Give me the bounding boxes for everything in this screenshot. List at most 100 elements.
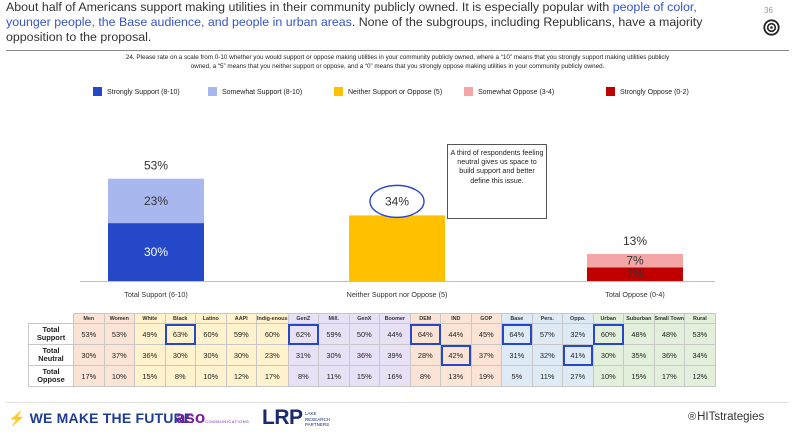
legend-label: Strongly Oppose (0-2): [620, 89, 689, 96]
table-column-header: Small Town: [653, 313, 686, 324]
table-column-header: Base: [501, 313, 533, 324]
legend-item: Neither Support or Oppose (5): [334, 87, 442, 98]
table-column-header: Indig-enous: [256, 313, 289, 324]
table-cell: 37%: [470, 344, 503, 366]
hit-strategies-logo: ®HITstrategies: [688, 411, 764, 423]
table-cell: 31%: [501, 344, 533, 366]
legend-swatch: [606, 87, 615, 96]
category-label: Total Support (6-10): [124, 290, 188, 299]
table-cell: 32%: [562, 323, 594, 345]
table-cell: 36%: [653, 344, 686, 366]
table-column-header: Women: [103, 313, 135, 324]
table-cell: 11%: [318, 365, 350, 387]
table-column-header: Rural: [684, 313, 716, 324]
table-row: Total Neutral 30% 37% 36% 30% 30% 30% 23% 31% 30%…: [28, 344, 716, 366]
legend-swatch: [464, 87, 473, 96]
legend-swatch: [334, 87, 343, 96]
table-cell: 59%: [318, 323, 350, 345]
table-cell: 57%: [531, 323, 564, 345]
bar-value-label: 30%: [144, 245, 168, 259]
table-cell: 53%: [73, 323, 105, 345]
bar-value-label: 23%: [144, 194, 168, 208]
table-cell: 17%: [653, 365, 686, 387]
table-cell: 36%: [134, 344, 166, 366]
table-cell: 48%: [623, 323, 655, 345]
table-cell: 37%: [103, 344, 135, 366]
table-column-header: GenX: [348, 313, 381, 324]
legend-label: Somewhat Oppose (3-4): [478, 89, 555, 96]
legend-label: Somewhat Support (8-10): [222, 89, 303, 96]
lrp-logo: LRP: [262, 406, 303, 429]
table-column-header: Suburban: [623, 313, 655, 324]
bar-segment: [108, 223, 204, 281]
headline: About half of Americans support making u…: [6, 0, 736, 45]
lrp-sub-3: PARTNERS: [305, 422, 330, 427]
table-column-header: GOP: [470, 313, 503, 324]
bar-value-label: 7%: [626, 267, 644, 281]
aso-sub-text: COMMUNICATIONS: [205, 419, 250, 424]
table-cell: 17%: [73, 365, 105, 387]
table-cell: 10%: [592, 365, 625, 387]
table-cell: 10%: [195, 365, 227, 387]
table-cell: 32%: [531, 344, 564, 366]
bar-value-label: 7%: [626, 254, 644, 268]
table-cell: 16%: [379, 365, 411, 387]
legend: Strongly Support (8-10) Somewhat Support …: [0, 87, 795, 101]
legend-item: Strongly Oppose (0-2): [606, 87, 689, 98]
table-cell: 44%: [379, 323, 411, 345]
table-cell: 59%: [225, 323, 257, 345]
table-cell: 15%: [348, 365, 381, 387]
aso-text: aso: [176, 408, 206, 427]
table-row-header: Total Support: [28, 323, 74, 345]
footer-divider: [6, 402, 789, 403]
table-cell: 17%: [256, 365, 289, 387]
table-cell: 30%: [318, 344, 350, 366]
table-row: Total Oppose 17% 10% 15% 8% 10% 12% 17% 8% 11% 15%…: [28, 365, 716, 387]
table-cell: 23%: [256, 344, 289, 366]
table-column-header: Pers.: [531, 313, 564, 324]
table-column-header: DEM: [409, 313, 442, 324]
table-cell: 60%: [195, 323, 227, 345]
highlight-ellipse: [369, 184, 425, 219]
table-cell: 35%: [623, 344, 655, 366]
table-column-header: Mill.: [318, 313, 350, 324]
legend-swatch: [93, 87, 102, 96]
table-row-header: Total Neutral: [28, 344, 74, 366]
table-cell: 8%: [409, 365, 442, 387]
table-cell: 28%: [409, 344, 442, 366]
bar-segment: [108, 178, 204, 224]
table-cell: 30%: [592, 344, 625, 366]
table-cell: 5%: [501, 365, 533, 387]
table-cell: 63%: [164, 323, 196, 345]
category-label: Neither Support nor Oppose (5): [347, 290, 448, 299]
we-make-the-future-logo: ⚡ WE MAKE THE FUTURE: [8, 410, 193, 427]
question-line-2: owned, a “5” means that you neither supp…: [190, 62, 605, 70]
category-label: Total Oppose (0-4): [605, 290, 665, 299]
bar-segment: [587, 253, 683, 268]
table-cell: 45%: [470, 323, 503, 345]
legend-item: Somewhat Oppose (3-4): [464, 87, 554, 98]
aso-logo: asoCOMMUNICATIONS: [176, 408, 249, 428]
question-text: 24. Please rate on a scale from 0-10 whe…: [10, 54, 785, 71]
table-cell: 62%: [287, 323, 320, 345]
table-cell: 11%: [531, 365, 564, 387]
table-cell: 48%: [653, 323, 686, 345]
table-column-header: Men: [73, 313, 105, 324]
divider: [6, 50, 789, 51]
table-header-row: Men Women White Black Latino AAPI Indig-enous G…: [28, 313, 716, 324]
legend-item: Somewhat Support (8-10): [208, 87, 302, 98]
legend-item: Strongly Support (8-10): [93, 87, 180, 98]
table-cell: 60%: [592, 323, 625, 345]
table-column-header: GenZ: [287, 313, 320, 324]
table-cell: 64%: [409, 323, 442, 345]
lrp-sub-1: LAKE: [305, 411, 317, 416]
table-cell: 30%: [164, 344, 196, 366]
crosstab-table: Men Women White Black Latino AAPI Indig-enous G…: [28, 313, 716, 387]
lrp-subtitle: LAKE RESEARCH PARTNERS: [305, 411, 330, 428]
table-cell: 53%: [103, 323, 135, 345]
table-column-header: Urban: [592, 313, 625, 324]
legend-swatch: [208, 87, 217, 96]
table-cell: 30%: [73, 344, 105, 366]
table-cell: 31%: [287, 344, 320, 366]
table-cell: 50%: [348, 323, 381, 345]
